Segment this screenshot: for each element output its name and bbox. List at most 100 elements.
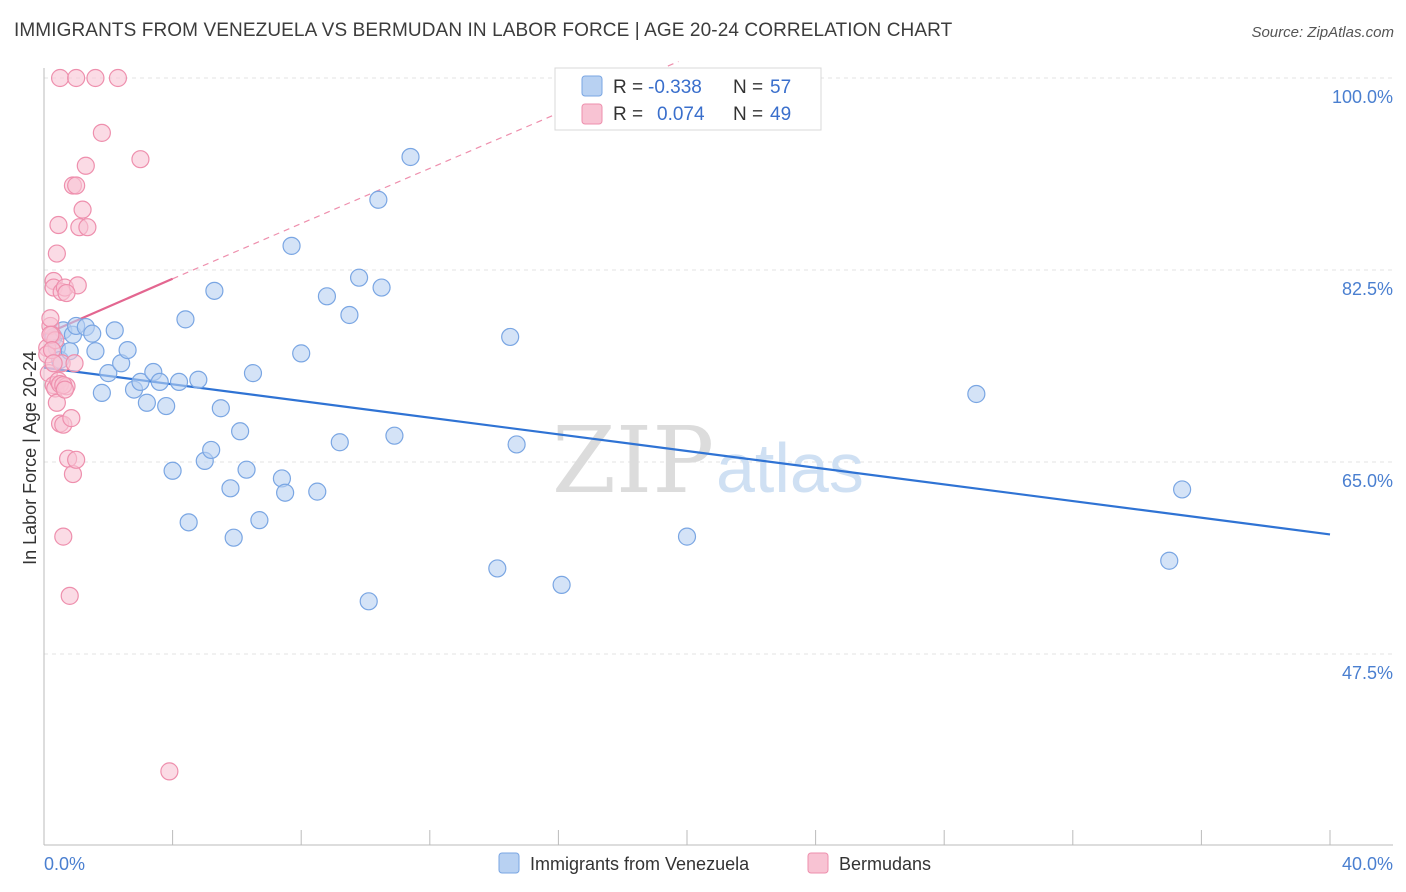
point-venezuela: [105, 321, 124, 340]
point-venezuela: [967, 384, 986, 404]
point-venezuela: [189, 370, 208, 389]
point-bermudans: [92, 123, 111, 142]
point-venezuela: [250, 511, 269, 530]
point-venezuela: [211, 399, 230, 418]
point-venezuela: [1173, 480, 1192, 499]
legend-r-value-1: -0.338: [648, 77, 702, 98]
point-venezuela: [385, 426, 404, 445]
point-venezuela: [221, 479, 240, 498]
legend-r-label-1: R =: [613, 77, 643, 98]
point-venezuela: [169, 372, 189, 392]
point-venezuela: [501, 327, 520, 347]
y-tick-label: 65.0%: [1342, 471, 1393, 491]
legend-r-value-2: 0.074: [657, 104, 705, 125]
point-venezuela: [92, 383, 111, 402]
bottom-legend: Immigrants from Venezuela Bermudans: [498, 852, 931, 874]
point-venezuela: [163, 461, 182, 480]
point-venezuela: [131, 372, 150, 392]
point-venezuela: [372, 278, 391, 297]
point-bermudans: [62, 409, 81, 428]
point-venezuela: [99, 364, 118, 383]
point-venezuela: [86, 342, 105, 361]
point-bermudans: [41, 325, 60, 344]
watermark-atlas: atlas: [716, 429, 864, 507]
point-venezuela: [179, 513, 198, 532]
watermark: ZIP atlas: [552, 407, 864, 514]
point-venezuela: [176, 310, 195, 329]
legend-n-label-2: N =: [733, 104, 763, 125]
trendline-venezuela: [43, 366, 1331, 536]
point-venezuela: [276, 483, 295, 502]
chart-title: IMMIGRANTS FROM VENEZUELA VS BERMUDAN IN…: [14, 20, 953, 41]
point-venezuela: [340, 305, 359, 325]
point-bermudans: [78, 218, 97, 237]
point-venezuela: [224, 528, 243, 547]
bottom-legend-label-blue: Immigrants from Venezuela: [530, 854, 750, 874]
point-venezuela: [83, 324, 102, 343]
point-venezuela: [308, 482, 327, 501]
y-tick-labels: 47.5% 65.0% 82.5% 100.0%: [1332, 87, 1393, 683]
point-venezuela: [231, 422, 250, 441]
legend-swatch-pink: [581, 103, 603, 125]
point-venezuela: [205, 281, 224, 300]
point-bermudans: [41, 309, 60, 328]
point-bermudans: [67, 68, 86, 88]
point-venezuela: [349, 268, 369, 287]
y-axis-label: In Labor Force | Age 20-24: [20, 351, 40, 565]
legend-swatch-blue: [581, 75, 603, 97]
point-venezuela: [677, 527, 697, 546]
y-tick-label: 82.5%: [1342, 279, 1393, 299]
point-bermudans: [76, 156, 95, 175]
x-tick-label-min: 0.0%: [44, 854, 85, 874]
legend-r-label-2: R =: [613, 104, 643, 125]
point-bermudans: [73, 200, 92, 219]
point-venezuela: [137, 393, 156, 412]
point-venezuela: [401, 147, 420, 167]
point-bermudans: [108, 68, 128, 88]
y-tick-label: 100.0%: [1332, 87, 1393, 107]
trendline-bermudans-extension: [172, 60, 679, 280]
point-venezuela: [157, 396, 176, 416]
point-bermudans: [131, 150, 150, 169]
legend: R = -0.338 N = 57 R = 0.074 N = 49: [554, 67, 822, 131]
point-bermudans: [67, 450, 86, 469]
point-bermudans: [49, 215, 68, 235]
gridlines: [44, 77, 1393, 655]
point-bermudans: [67, 176, 86, 195]
point-bermudans: [86, 68, 105, 88]
point-venezuela: [488, 559, 507, 578]
point-venezuela: [292, 344, 311, 363]
point-venezuela: [118, 340, 137, 360]
legend-n-label-1: N =: [733, 77, 763, 98]
legend-n-value-2: 49: [770, 104, 791, 125]
point-bermudans: [50, 68, 70, 88]
legend-n-value-1: 57: [770, 77, 791, 98]
point-bermudans: [60, 586, 79, 605]
bottom-legend-swatch-pink: [807, 852, 829, 874]
point-bermudans: [54, 527, 73, 546]
source-label: Source: ZipAtlas.com: [1251, 24, 1394, 41]
point-venezuela: [552, 575, 571, 594]
point-venezuela: [150, 372, 169, 392]
watermark-zip: ZIP: [552, 407, 714, 514]
point-bermudans: [160, 762, 179, 781]
point-venezuela: [330, 433, 349, 452]
point-venezuela: [369, 190, 388, 209]
point-bermudans: [55, 380, 74, 399]
point-venezuela: [317, 287, 337, 306]
point-venezuela: [282, 236, 301, 255]
point-bermudans: [44, 354, 63, 373]
point-bermudans: [47, 393, 66, 412]
point-bermudans: [65, 354, 84, 373]
point-venezuela: [202, 440, 221, 460]
point-venezuela: [237, 460, 256, 479]
data-points: [38, 68, 1192, 781]
point-venezuela: [243, 364, 263, 383]
axes: [43, 68, 1393, 846]
point-venezuela: [1160, 551, 1179, 570]
x-ticks: [43, 830, 1331, 845]
point-bermudans: [47, 244, 66, 263]
y-tick-label: 47.5%: [1342, 663, 1393, 683]
bottom-legend-label-pink: Bermudans: [839, 854, 931, 874]
